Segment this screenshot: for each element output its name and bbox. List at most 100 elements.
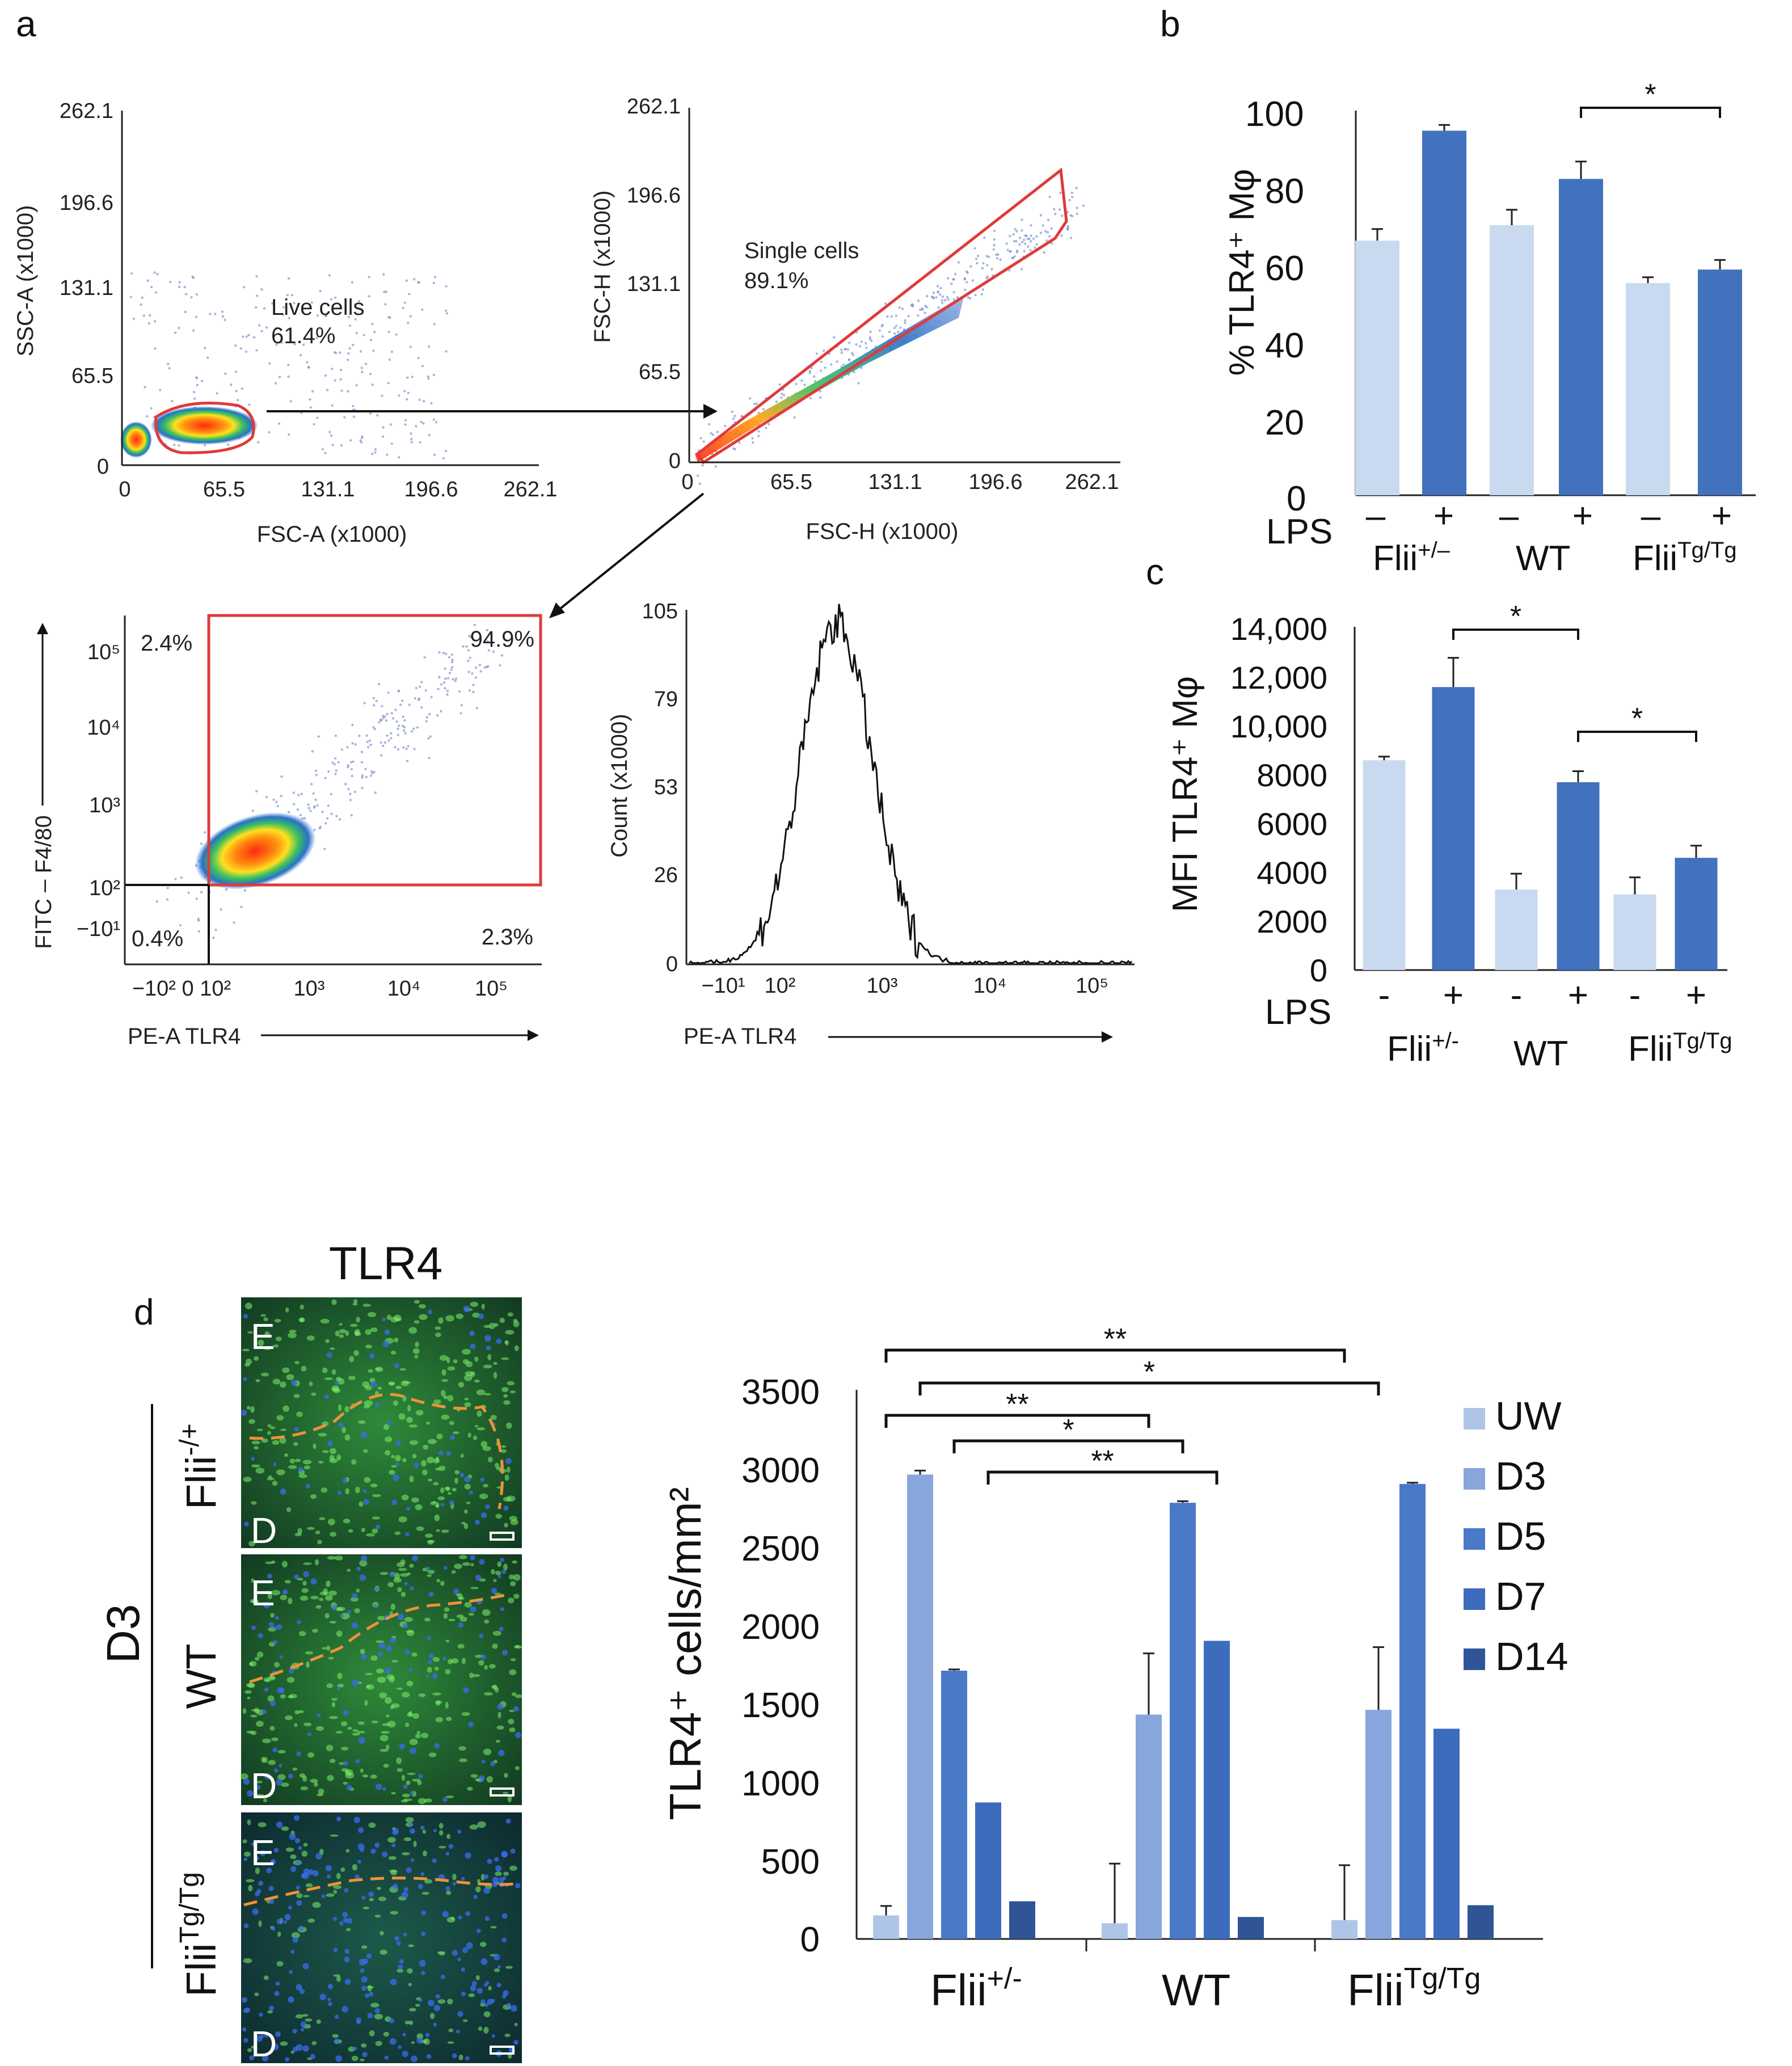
scatter1-event	[390, 351, 394, 353]
micrograph-2-texture	[239, 1554, 522, 1804]
legend-swatch	[1464, 1408, 1485, 1430]
quadrant-event	[276, 804, 279, 808]
scatter1-event	[445, 350, 448, 353]
green-cell	[289, 1458, 296, 1464]
green-cell	[322, 1367, 328, 1373]
quadrant-ytick: 10³	[89, 794, 120, 817]
green-cell	[269, 1426, 276, 1430]
nucleus	[310, 1578, 317, 1585]
chart-c-mfi-tlr4: ** 0 2000 4000 6000 8000 10,000 12,000 1…	[1166, 600, 1732, 1073]
quadrant-event	[365, 775, 368, 778]
nucleus	[408, 1822, 413, 1827]
scatter2-event	[812, 375, 816, 378]
scatter2-event	[1075, 187, 1078, 189]
gating-arrow-2-head	[549, 602, 565, 618]
scatter2-event	[1046, 231, 1049, 234]
nucleus	[368, 1991, 374, 1997]
nucleus	[275, 1616, 279, 1620]
nucleus	[263, 1602, 270, 1609]
scatter2-event	[1047, 218, 1050, 222]
quadrant-event	[319, 825, 322, 828]
scatter2-xtick: 262.1	[1065, 470, 1119, 494]
green-cell	[243, 1477, 252, 1482]
scatter2-event	[738, 441, 741, 444]
micrograph-3-tissue	[241, 1812, 522, 2063]
quadrant-event	[335, 769, 338, 772]
micrograph-3-texture	[241, 1815, 521, 2063]
scatter2-event	[775, 400, 778, 403]
nucleus	[327, 1997, 331, 2001]
chart-d-tlr4-cells: 0 500 1000 1500 2000 2500 3000 3500 TLR4…	[660, 1323, 1568, 2015]
green-cell	[504, 2033, 511, 2037]
chart-b-tick-40: 40	[1265, 326, 1304, 365]
bar-uw	[1102, 1923, 1128, 1939]
scatter1-event	[352, 343, 355, 347]
chart-d-y-label: TLR4⁺ cells/mm²	[660, 1487, 710, 1820]
green-cell	[362, 1774, 369, 1778]
quadrant-event	[438, 676, 441, 678]
green-cell	[361, 1528, 365, 1532]
quadrant-event	[446, 677, 450, 680]
green-cell	[401, 1774, 405, 1781]
green-cell	[351, 1459, 357, 1465]
scatter1-event	[274, 382, 277, 385]
nucleus	[425, 2033, 430, 2037]
scatter1-event	[406, 398, 408, 401]
green-cell	[288, 1597, 293, 1604]
nucleus	[367, 2013, 373, 2019]
green-cell	[246, 1879, 255, 1883]
quadrant-event	[347, 787, 350, 791]
scatter2-event	[930, 296, 933, 298]
quadrant-event	[363, 702, 366, 705]
green-cell	[457, 1593, 463, 1600]
quadrant-event	[166, 898, 169, 901]
scatter1-event	[150, 407, 153, 410]
nucleus	[358, 1827, 364, 1833]
nucleus	[401, 1891, 408, 1899]
nucleus	[396, 1462, 400, 1466]
scatter1-event	[360, 366, 363, 369]
green-cell	[515, 1766, 520, 1770]
green-cell	[285, 1847, 294, 1852]
quadrant-event	[386, 712, 389, 715]
nucleus	[294, 1427, 299, 1432]
green-cell	[281, 1782, 289, 1787]
nucleus	[368, 1891, 374, 1898]
scatter2-event	[1082, 204, 1085, 207]
nucleus	[386, 1421, 391, 1426]
quadrant-event	[487, 665, 490, 668]
nucleus	[361, 1895, 366, 1900]
quadrant-upper-left-pct: 2.4%	[141, 631, 192, 656]
scatter2-event	[937, 306, 940, 309]
green-cell	[399, 1368, 407, 1371]
green-cell	[488, 1322, 496, 1330]
nucleus	[469, 1490, 474, 1495]
green-cell	[255, 1378, 260, 1382]
scatter1-event	[271, 302, 274, 305]
scatter2-event	[1020, 268, 1023, 271]
green-cell	[380, 1735, 389, 1742]
green-cell	[330, 1448, 336, 1454]
green-cell	[408, 1944, 414, 1947]
quadrant-event	[383, 741, 387, 744]
green-cell	[336, 1607, 345, 1611]
scatter2-event	[1060, 234, 1063, 237]
legend-label: UW	[1495, 1394, 1562, 1438]
scatter1-event	[321, 448, 324, 451]
scatter1-event	[169, 281, 172, 284]
green-cell	[447, 2041, 454, 2044]
green-cell	[280, 1694, 286, 1699]
green-cell	[473, 1674, 480, 1677]
nucleus	[340, 1614, 344, 1618]
chart-d-significance: ********	[884, 1323, 1380, 1485]
green-cell	[416, 1731, 420, 1734]
bar-d7	[975, 1802, 1001, 1939]
green-cell	[427, 1540, 435, 1543]
quadrant-event	[368, 739, 372, 742]
chart-d-tick-0: 0	[800, 1920, 820, 1959]
scatter2-event	[755, 402, 758, 405]
green-cell	[473, 1435, 478, 1440]
scatter1-event	[347, 352, 350, 355]
scatter2-event	[964, 288, 967, 292]
scatter2-event	[808, 372, 811, 374]
